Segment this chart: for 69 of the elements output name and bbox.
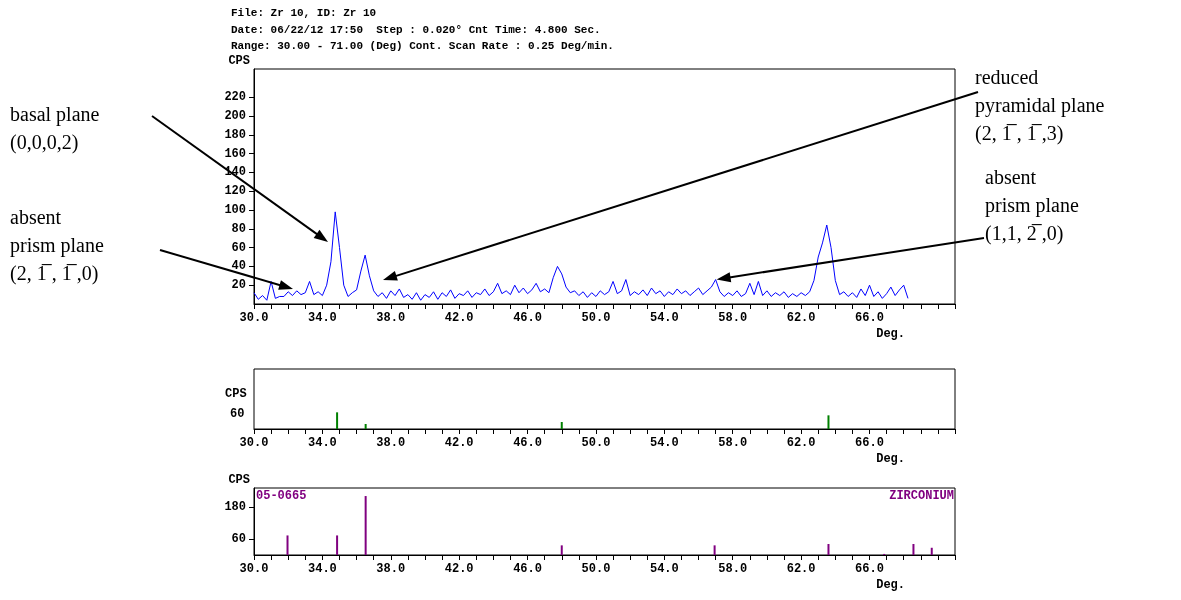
x-tick-label: 58.0 (718, 436, 748, 450)
x-tick-label: 50.0 (581, 311, 611, 325)
x-tick-label: 66.0 (855, 562, 884, 576)
y-tick-label: 180 (224, 499, 246, 514)
y-tick-label: 80 (231, 221, 246, 236)
x-tick-label: 46.0 (513, 562, 542, 576)
x-axis-title: Deg. (876, 452, 905, 466)
y-axis-title: CPS (225, 387, 247, 401)
y-tick-label: 160 (224, 146, 246, 161)
y-axis-title: CPS (228, 473, 250, 487)
x-tick-label: 50.0 (581, 562, 611, 576)
line-series (253, 211, 909, 301)
y-tick-label: 60 (231, 240, 246, 255)
bar (286, 535, 289, 555)
x-tick-label: 54.0 (649, 436, 679, 450)
text: absent prism plane (2, 1̅ , 1̅ ,0) (10, 205, 104, 287)
chart-subtitle: Date: 06/22/12 17:50 Step : 0.020° Cnt Time: 4.800 Sec. Range: 30.00 - 71.00 (Deg) Cont. Scan Rate : 0.25 Deg/min. (231, 24, 614, 52)
x-tick-label: 38.0 (376, 311, 406, 325)
x-tick-label: 42.0 (444, 436, 474, 450)
x-tick-label: 54.0 (649, 311, 679, 325)
bar (930, 547, 933, 555)
y-tick-label: 60 (231, 531, 246, 546)
x-tick-label: 66.0 (855, 311, 884, 325)
bar (336, 535, 339, 555)
x-tick-label: 62.0 (786, 311, 816, 325)
bar (713, 545, 716, 555)
bar (560, 545, 563, 555)
chart-title: File: Zr 10, ID: Zr 10 (231, 6, 377, 19)
x-tick-label: 50.0 (581, 436, 611, 450)
x-tick-label: 58.0 (718, 562, 748, 576)
x-tick-label: 30.0 (239, 436, 269, 450)
bar (364, 496, 367, 555)
annotation: 05-0665 (256, 489, 307, 503)
y-tick-label: 120 (224, 184, 246, 199)
bar (912, 544, 915, 555)
x-tick-label: 38.0 (376, 562, 406, 576)
x-tick-label: 54.0 (649, 562, 679, 576)
x-tick-label: 30.0 (239, 562, 269, 576)
x-tick-label: 38.0 (376, 436, 406, 450)
x-tick-label: 46.0 (513, 436, 542, 450)
x-tick-label: 62.0 (786, 436, 816, 450)
x-tick-label: 34.0 (307, 436, 337, 450)
y-tick-label: 40 (231, 259, 246, 274)
x-tick-label: 34.0 (307, 311, 337, 325)
y-tick-label: 220 (224, 90, 246, 105)
text: reduced pyramidal plane (2, 1̅ , 1̅ ,3) (975, 65, 1105, 147)
x-tick-label: 58.0 (718, 311, 748, 325)
text: basal plane (0,0,0,2) (10, 102, 100, 156)
annotation: absent prism plane (1,1, 2̅ ,0) (985, 165, 1079, 247)
bar (827, 415, 830, 429)
bar (560, 422, 563, 429)
y-tick-label: 100 (224, 203, 246, 217)
x-axis-title: Deg. (876, 327, 905, 341)
x-axis-title: Deg. (876, 578, 905, 592)
x-tick-label: 46.0 (513, 311, 542, 325)
x-tick-label: 34.0 (307, 562, 337, 576)
bar (336, 412, 339, 429)
x-tick-label: 66.0 (855, 436, 884, 450)
y-tick-label: 180 (224, 127, 246, 142)
x-tick-label: 42.0 (444, 562, 474, 576)
x-tick-label: 42.0 (444, 311, 474, 325)
bar (364, 424, 367, 429)
y-axis-title: CPS (228, 54, 250, 68)
annotation: ZIRCONIUM (889, 489, 954, 503)
bar (827, 544, 830, 555)
x-tick-label: 62.0 (786, 562, 816, 576)
x-tick-label: 30.0 (239, 311, 269, 325)
y-tick-label: 20 (231, 278, 246, 293)
y-tick-label: 200 (224, 109, 246, 123)
